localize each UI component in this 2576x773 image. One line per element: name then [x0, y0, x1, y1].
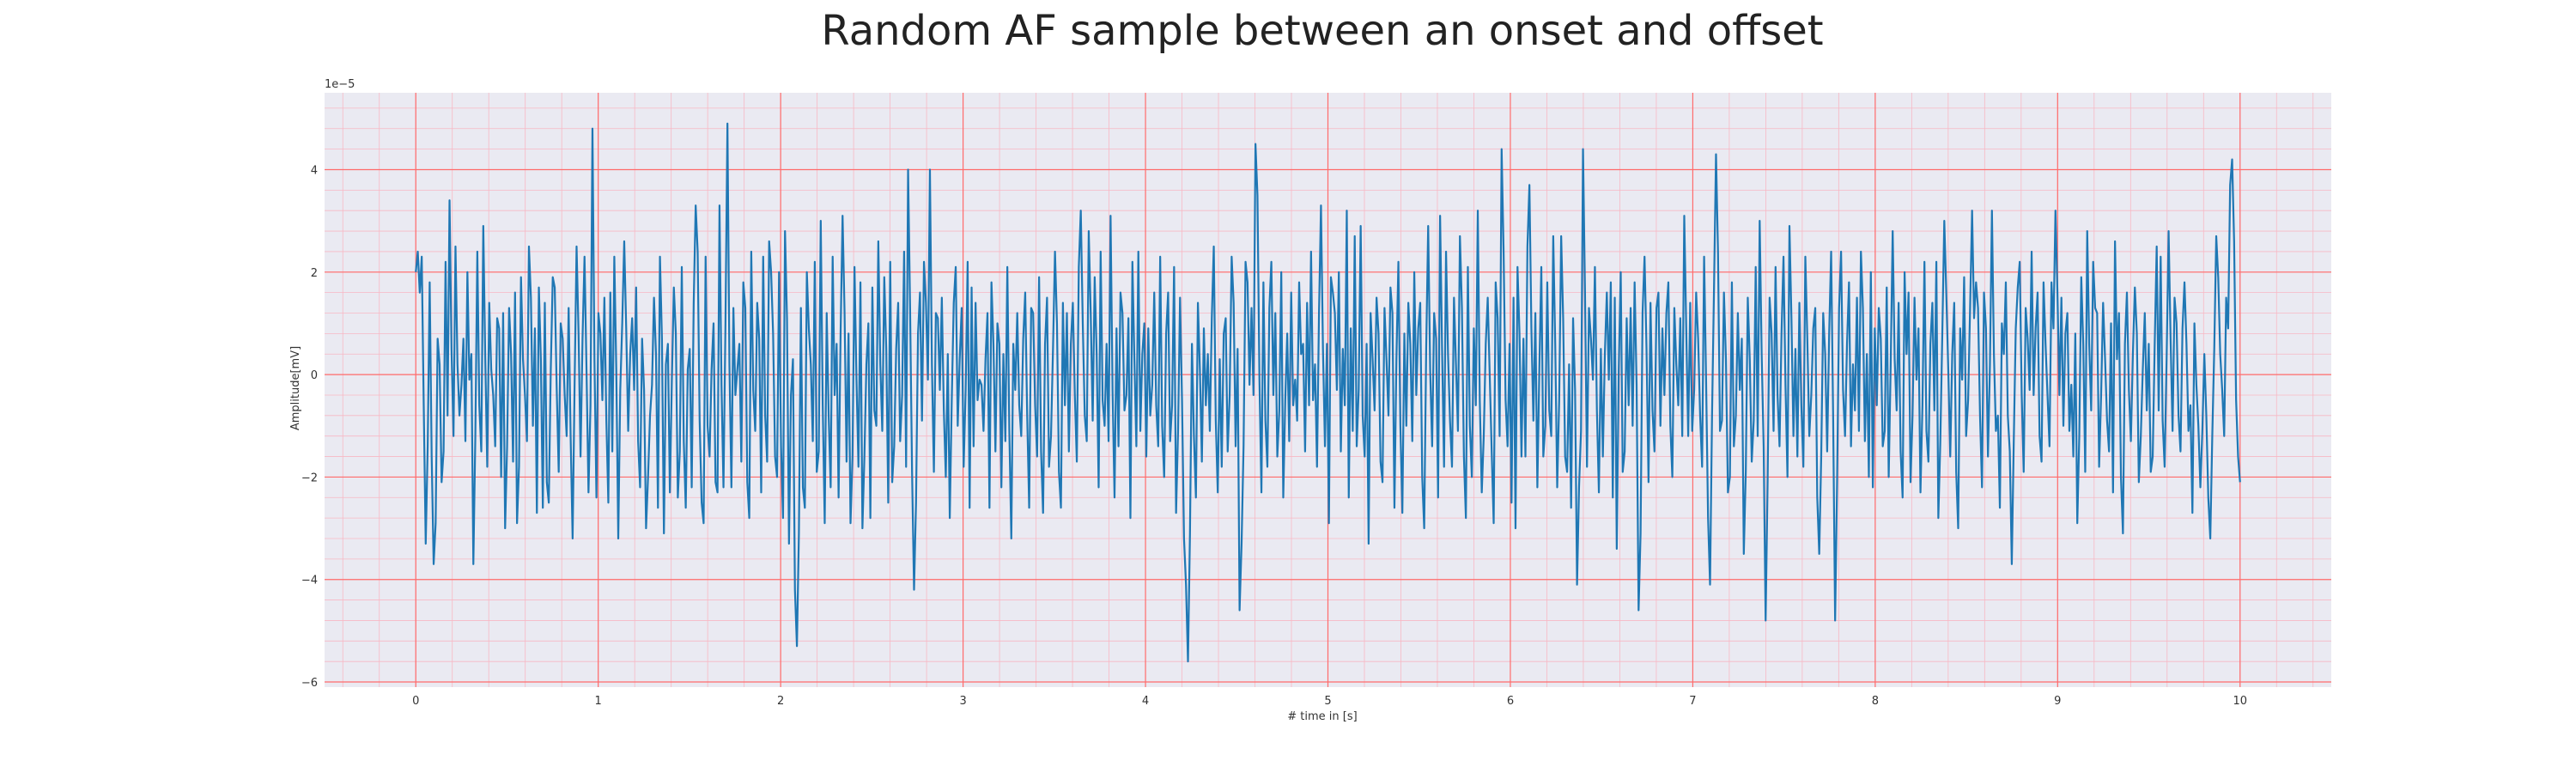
- y-tick-label: 0: [311, 369, 318, 382]
- y-tick-label: −2: [301, 472, 318, 484]
- y-tick-label: 2: [311, 267, 318, 280]
- y-tick-label: 4: [311, 164, 318, 177]
- x-tick-label: 8: [1872, 695, 1879, 708]
- x-tick-label: 3: [959, 695, 966, 708]
- y-offset-label: 1e−5: [325, 78, 355, 91]
- x-tick-label: 2: [777, 695, 784, 708]
- x-tick-label: 6: [1507, 695, 1514, 708]
- chart-title: Random AF sample between an onset and of…: [821, 7, 1823, 55]
- series-layer: [415, 122, 2241, 663]
- x-tick-label: 9: [2054, 695, 2061, 708]
- series-line: [415, 122, 2241, 663]
- x-tick-label: 1: [595, 695, 602, 708]
- y-tick-label: −4: [301, 575, 318, 587]
- x-tick-label: 10: [2233, 695, 2247, 708]
- x-tick-label: 5: [1324, 695, 1331, 708]
- x-tick-label: 4: [1142, 695, 1149, 708]
- y-axis: −6 −4 −2 0 2 4: [301, 164, 318, 690]
- x-axis-label: # time in [s]: [1287, 710, 1357, 723]
- y-tick-label: −6: [301, 677, 318, 690]
- x-axis: 0 1 2 3 4 5 6 7 8 9 10: [412, 695, 2247, 708]
- x-tick-label: 7: [1689, 695, 1696, 708]
- x-tick-label: 0: [412, 695, 419, 708]
- y-axis-label: Amplitude[mV]: [289, 346, 302, 430]
